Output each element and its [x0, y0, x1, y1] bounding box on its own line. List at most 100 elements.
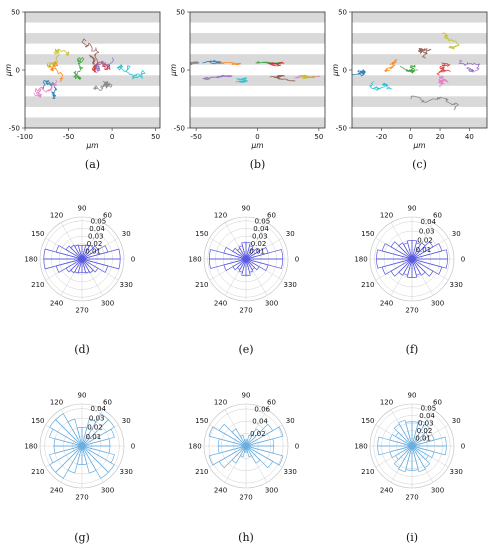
histogram-bin [49, 428, 83, 447]
radial-tick-label: 0.04 [421, 218, 437, 226]
radial-tick-label: 0.01 [249, 248, 265, 256]
angle-tick-label: 270 [405, 494, 418, 502]
angle-tick-label: 330 [284, 281, 297, 289]
angle-tick-label: 90 [78, 392, 87, 400]
x-axis-label: μm [250, 141, 263, 150]
gray-stripe [352, 96, 487, 107]
histogram-bin [245, 258, 251, 277]
histogram-bin [398, 419, 413, 447]
trajectory-line [410, 95, 460, 111]
polar-panel: 03060901201501802102402703003300.010.020… [188, 205, 299, 357]
trajectory-line [299, 74, 316, 79]
plot-background [190, 12, 325, 128]
trajectory-line [93, 80, 113, 91]
y-axis-label: μm [169, 64, 178, 77]
radial-tick-label: 0.02 [417, 237, 433, 245]
angle-tick-label: 90 [408, 205, 417, 213]
x-tick-label: -20 [376, 133, 387, 141]
angle-tick-label: 30 [122, 417, 131, 425]
histogram-bin [81, 445, 115, 473]
angle-tick-label: 30 [286, 417, 295, 425]
x-tick-label: 40 [465, 133, 474, 141]
trajectory-group [352, 32, 481, 111]
x-tick-label: -100 [17, 133, 33, 141]
histogram-bin [411, 434, 435, 447]
y-axis-label: μm [331, 64, 340, 77]
trajectory-line [48, 60, 64, 82]
panel-label: (d) [74, 343, 90, 356]
histogram-bin [393, 423, 413, 447]
histogram-bin [245, 247, 260, 260]
x-tick-label: -50 [190, 133, 201, 141]
radial-tick-label: 0.03 [418, 419, 434, 427]
angle-tick-label: 120 [380, 398, 393, 406]
trajectory-group [190, 60, 321, 83]
gray-stripe [25, 12, 160, 23]
histogram-bin [411, 242, 426, 260]
gray-stripe [25, 33, 160, 44]
trajectory-line [458, 60, 481, 73]
histogram-bin [245, 428, 261, 447]
polar-panel: 03060901201501802102402703003300.010.020… [24, 205, 135, 357]
radial-tick-label: 0.04 [89, 225, 105, 233]
panel-label: (i) [406, 531, 418, 544]
gray-stripe [190, 117, 325, 128]
radial-tick-label: 0.04 [252, 418, 268, 426]
histogram-bin [70, 258, 83, 274]
trajectory-line [437, 75, 449, 88]
polar-panel: 03060901201501802102402703003300.010.020… [24, 392, 135, 545]
histogram-bin [81, 445, 115, 464]
histogram-bin [239, 445, 247, 458]
panel-label: (b) [250, 158, 266, 171]
angle-tick-label: 300 [431, 487, 444, 495]
histogram-bin [245, 258, 284, 269]
trajectory-line [218, 62, 242, 66]
gray-stripe [352, 33, 487, 44]
histogram-bin [81, 245, 99, 260]
x-tick-label: 0 [408, 133, 412, 141]
x-axis-label: μm [412, 141, 425, 150]
radial-tick-label: 0.03 [252, 232, 268, 240]
trajectory-line [33, 79, 58, 98]
angle-tick-label: 0 [295, 256, 299, 264]
x-axis-label: μm [85, 141, 98, 150]
angle-tick-label: 240 [380, 300, 393, 308]
angle-tick-label: 30 [452, 417, 461, 425]
histogram-bin [411, 241, 434, 260]
angle-tick-label: 330 [450, 468, 463, 476]
histogram-bin [55, 258, 83, 273]
histogram-bin [245, 426, 284, 447]
histogram-bin [81, 244, 94, 260]
trajectory-panel: -50 0 50 50 0 -50 μm μm (b) [169, 9, 326, 171]
angle-tick-label: 150 [31, 230, 44, 238]
histogram-bin [218, 445, 247, 469]
histogram-bin [81, 258, 121, 270]
polar-panel: 0 30 60 90 120 150 180 210 240 270 300 330 0.02 0.04 0… [188, 392, 299, 545]
radial-tick-label: 0.04 [419, 412, 435, 420]
trajectory-line [255, 61, 281, 65]
gray-stripe [25, 54, 160, 65]
histogram-bin [405, 445, 413, 471]
angle-tick-label: 300 [101, 300, 114, 308]
histogram-bin [53, 438, 83, 447]
gray-stripe [190, 75, 325, 86]
x-tick-label: 0 [110, 133, 114, 141]
angle-tick-label: 210 [31, 468, 44, 476]
histogram-bin [411, 258, 448, 269]
angle-tick-label: 120 [214, 211, 227, 219]
radial-tick-label: 0.03 [88, 232, 104, 240]
y-tick-label: -50 [336, 125, 347, 133]
angle-tick-label: 60 [433, 211, 442, 219]
x-tick-label: 20 [436, 133, 445, 141]
angle-tick-label: 60 [103, 398, 112, 406]
histogram-bin [232, 258, 247, 271]
radial-tick-label: 0.03 [89, 414, 105, 422]
gray-stripe [25, 117, 160, 128]
histogram-bin [231, 445, 247, 464]
radial-tick-label: 0.05 [421, 404, 437, 412]
angle-tick-label: 270 [75, 494, 88, 502]
trajectory-line [95, 57, 114, 72]
histogram-bin [208, 426, 247, 447]
angle-tick-label: 30 [122, 230, 131, 238]
